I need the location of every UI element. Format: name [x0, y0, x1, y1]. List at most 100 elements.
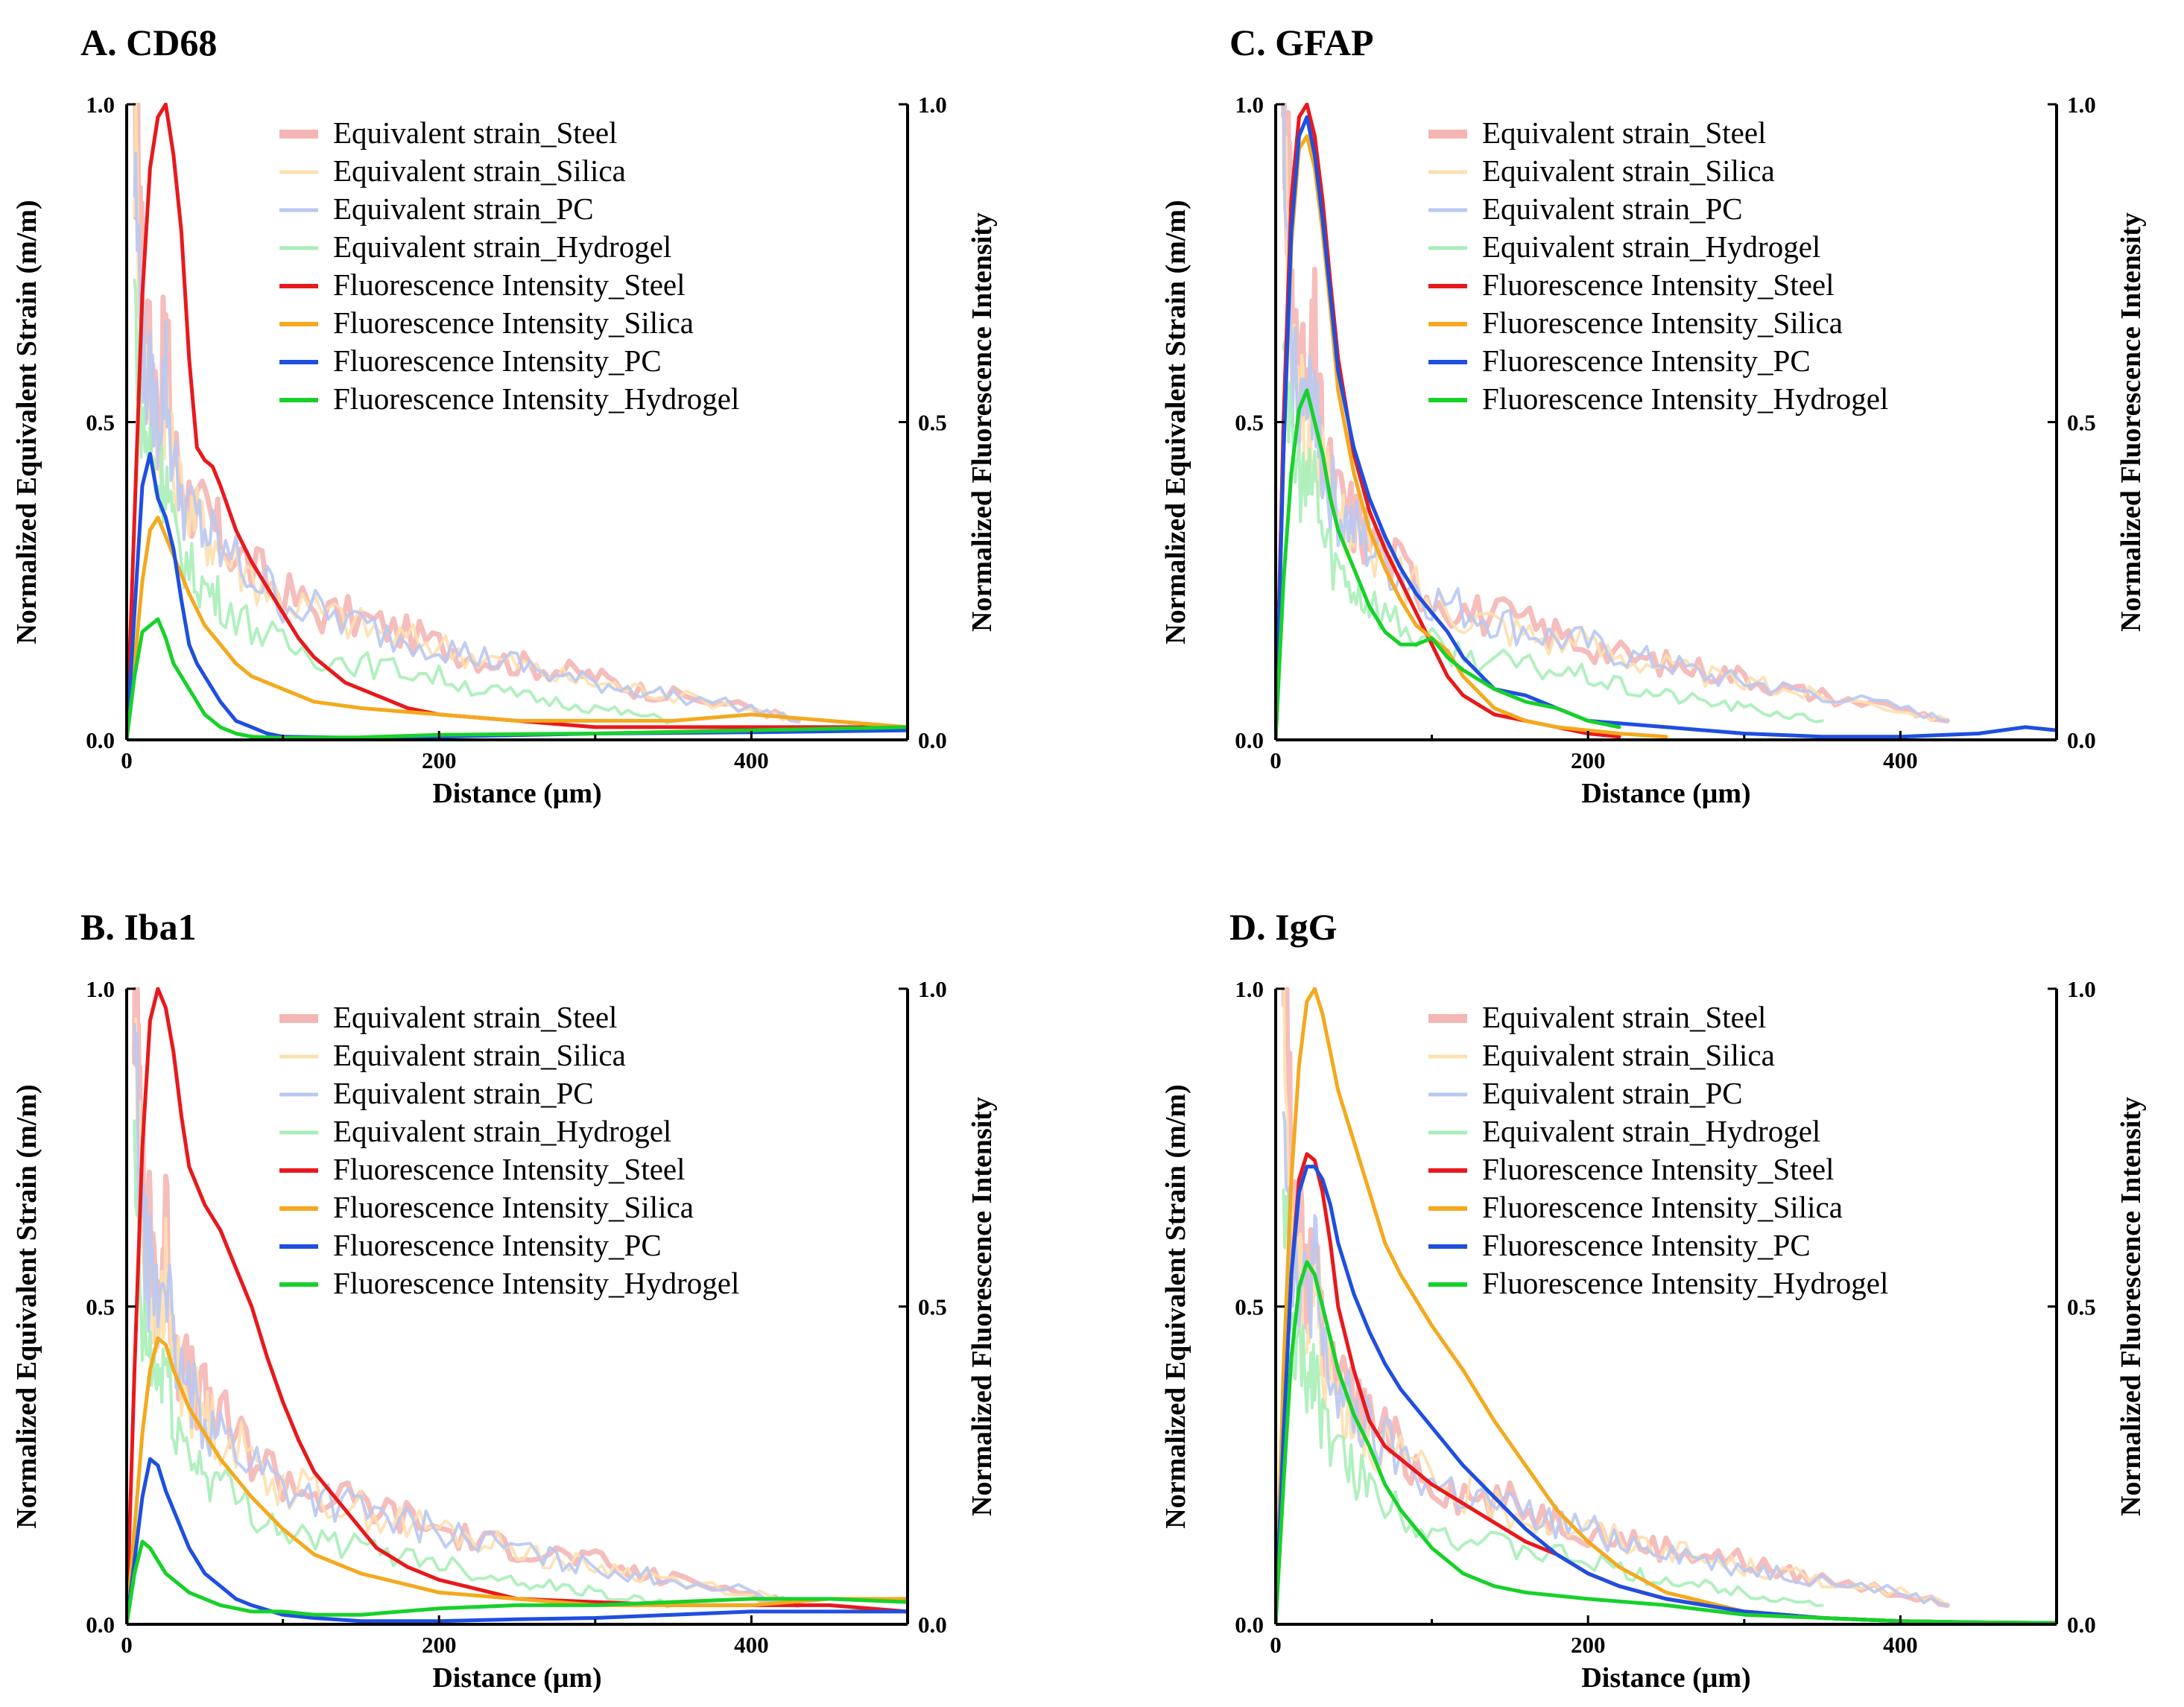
legend-label-fluorescence-intensity-pc: Fluorescence Intensity_PC	[333, 343, 662, 378]
y-tick-label-right: 0.5	[2067, 1294, 2096, 1320]
x-tick-label: 0	[1270, 1632, 1282, 1658]
legend-label-fluorescence-intensity-silica: Fluorescence Intensity_Silica	[1482, 305, 1843, 340]
legend-label-equivalent-strain-silica: Equivalent strain_Silica	[333, 153, 626, 188]
plot-area	[127, 103, 908, 740]
y-tick-label-right: 0.5	[918, 410, 947, 436]
legend-label-fluorescence-intensity-silica: Fluorescence Intensity_Silica	[333, 305, 694, 340]
series-line-fluorescence-intensity-hydrogel	[1276, 388, 1621, 740]
y-tick-label-left: 1.0	[86, 976, 115, 1002]
legend-label-equivalent-strain-steel: Equivalent strain_Steel	[333, 1000, 617, 1034]
legend-label-fluorescence-intensity-hydrogel: Fluorescence Intensity_Hydrogel	[1482, 1266, 1888, 1300]
legend-label-fluorescence-intensity-pc: Fluorescence Intensity_PC	[1482, 1228, 1811, 1262]
legend-label-fluorescence-intensity-hydrogel: Fluorescence Intensity_Hydrogel	[1482, 381, 1888, 416]
y-axis-label-right: Normalized Fluorescence Intensity	[2115, 212, 2147, 632]
y-tick-label-right: 1.0	[2067, 976, 2096, 1002]
y-tick-label-right: 1.0	[918, 976, 947, 1002]
y-tick-label-left: 0.0	[86, 727, 115, 753]
series-line-fluorescence-intensity-pc	[127, 1457, 908, 1624]
plot-area	[1276, 987, 2057, 1624]
series-line-fluorescence-intensity-silica	[127, 1336, 908, 1624]
x-tick-label: 0	[121, 1632, 133, 1658]
series-line-equivalent-strain-pc	[133, 151, 800, 723]
legend-label-fluorescence-intensity-steel: Fluorescence Intensity_Steel	[1482, 267, 1835, 302]
legend: Equivalent strain_Steel Equivalent strain…	[279, 1000, 739, 1300]
panel-title: D. IgG	[1229, 906, 1337, 948]
legend-label-equivalent-strain-steel: Equivalent strain_Steel	[333, 115, 617, 150]
y-tick-label-left: 0.5	[86, 1294, 115, 1320]
y-axis-label-left: Normalized Equivalent Strain (m/m)	[1160, 1084, 1191, 1528]
legend-label-equivalent-strain-silica: Equivalent strain_Silica	[1482, 153, 1775, 188]
legend-label-equivalent-strain-hydrogel: Equivalent strain_Hydrogel	[333, 229, 671, 264]
legend-label-equivalent-strain-steel: Equivalent strain_Steel	[1482, 1000, 1766, 1034]
y-tick-label-right: 0.0	[2067, 727, 2096, 753]
legend-label-equivalent-strain-pc: Equivalent strain_PC	[333, 1076, 594, 1110]
series-line-fluorescence-intensity-hydrogel	[127, 1539, 908, 1624]
series-line-fluorescence-intensity-pc	[1276, 1165, 2057, 1624]
legend-label-fluorescence-intensity-steel: Fluorescence Intensity_Steel	[333, 267, 686, 302]
series-line-equivalent-strain-pc	[1282, 103, 1949, 723]
x-tick-label: 200	[422, 747, 457, 773]
series-line-equivalent-strain-hydrogel	[1282, 1188, 1824, 1607]
series-line-equivalent-strain-hydrogel	[133, 278, 675, 725]
chart-panel-gfap: C. GFAP 0 200 400 0.0 0.0 0.5 0.5 1.0 1.0 Distance…	[1160, 22, 2147, 809]
y-axis-label-right: Normalized Fluorescence Intensity	[966, 1097, 998, 1516]
chart-panel-iba1: B. Iba1 0 200 400 0.0 0.0 0.5 0.5 1.0 1.0 Distance…	[11, 906, 998, 1694]
series-line-fluorescence-intensity-silica	[1276, 134, 1668, 740]
plot-area	[127, 987, 908, 1624]
x-tick-label: 400	[734, 747, 769, 773]
y-tick-label-left: 1.0	[86, 92, 115, 118]
y-axis-label-left: Normalized Equivalent Strain (m/m)	[11, 1084, 42, 1528]
panel-title: B. Iba1	[80, 906, 197, 948]
x-axis-label: Distance (μm)	[1581, 1662, 1750, 1694]
y-tick-label-left: 1.0	[1235, 976, 1264, 1002]
legend-label-equivalent-strain-hydrogel: Equivalent strain_Hydrogel	[333, 1114, 671, 1148]
x-axis-label: Distance (μm)	[1581, 778, 1750, 809]
series-line-equivalent-strain-hydrogel	[1282, 340, 1824, 723]
x-tick-label: 200	[422, 1632, 457, 1658]
y-tick-label-left: 1.0	[1235, 92, 1264, 118]
legend-label-equivalent-strain-hydrogel: Equivalent strain_Hydrogel	[1482, 1114, 1820, 1148]
x-tick-label: 200	[1571, 1632, 1606, 1658]
y-tick-label-left: 0.0	[1235, 727, 1264, 753]
series-line-equivalent-strain-steel	[132, 987, 801, 1608]
legend-label-equivalent-strain-steel: Equivalent strain_Steel	[1482, 115, 1766, 150]
series-line-fluorescence-intensity-hydrogel	[1276, 1260, 2057, 1624]
y-tick-label-right: 0.0	[918, 727, 947, 753]
x-tick-label: 0	[1270, 747, 1282, 773]
legend-label-equivalent-strain-hydrogel: Equivalent strain_Hydrogel	[1482, 229, 1820, 264]
x-tick-label: 200	[1571, 747, 1606, 773]
legend-label-equivalent-strain-silica: Equivalent strain_Silica	[333, 1038, 626, 1072]
legend-label-fluorescence-intensity-hydrogel: Fluorescence Intensity_Hydrogel	[333, 381, 739, 416]
legend: Equivalent strain_Steel Equivalent strain…	[1428, 1000, 1888, 1300]
y-axis-label-left: Normalized Equivalent Strain (m/m)	[11, 200, 42, 644]
series-line-fluorescence-intensity-steel	[127, 987, 908, 1624]
x-axis-label: Distance (μm)	[432, 778, 601, 809]
y-tick-label-right: 0.5	[2067, 410, 2096, 436]
series-line-fluorescence-intensity-steel	[1276, 103, 1621, 740]
y-tick-label-left: 0.5	[86, 410, 115, 436]
legend-label-equivalent-strain-silica: Equivalent strain_Silica	[1482, 1038, 1775, 1072]
y-tick-label-left: 0.0	[86, 1612, 115, 1638]
x-axis-label: Distance (μm)	[432, 1662, 601, 1694]
legend-label-equivalent-strain-pc: Equivalent strain_PC	[333, 191, 594, 226]
chart-panel-cd68: A. CD68 0 200 400 0.0 0.0 0.5 0.5 1.0 1.0 Distance…	[11, 22, 998, 809]
panel-title: A. CD68	[80, 22, 217, 63]
x-tick-label: 400	[1883, 1632, 1918, 1658]
y-axis-label-right: Normalized Fluorescence Intensity	[2115, 1097, 2147, 1516]
legend-label-fluorescence-intensity-silica: Fluorescence Intensity_Silica	[333, 1190, 694, 1224]
y-tick-label-left: 0.5	[1235, 1294, 1264, 1320]
legend-label-fluorescence-intensity-silica: Fluorescence Intensity_Silica	[1482, 1190, 1843, 1224]
series-line-fluorescence-intensity-pc	[1276, 115, 2057, 740]
series-line-fluorescence-intensity-steel	[127, 103, 908, 740]
legend-label-fluorescence-intensity-hydrogel: Fluorescence Intensity_Hydrogel	[333, 1266, 739, 1300]
legend-label-fluorescence-intensity-steel: Fluorescence Intensity_Steel	[333, 1152, 686, 1186]
legend-label-fluorescence-intensity-pc: Fluorescence Intensity_PC	[333, 1228, 662, 1262]
series-line-equivalent-strain-pc	[133, 1022, 800, 1607]
y-tick-label-left: 0.5	[1235, 410, 1264, 436]
chart-panel-igg: D. IgG 0 200 400 0.0 0.0 0.5 0.5 1.0 1.0 Distance …	[1160, 906, 2147, 1694]
x-tick-label: 400	[1883, 747, 1918, 773]
y-tick-label-right: 0.5	[918, 1294, 947, 1320]
